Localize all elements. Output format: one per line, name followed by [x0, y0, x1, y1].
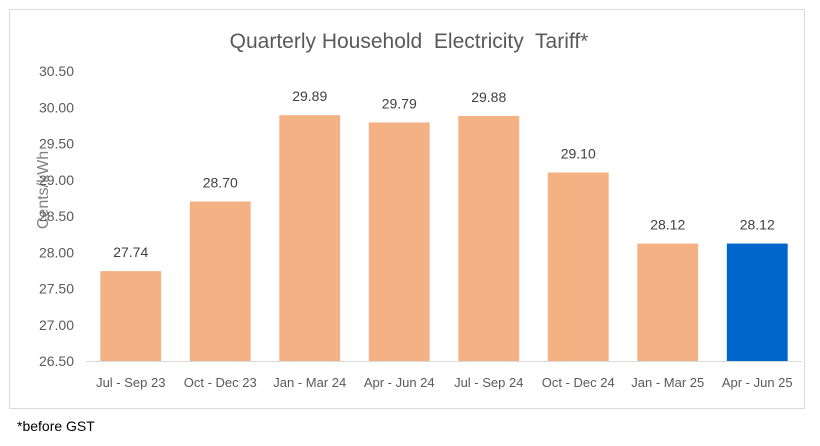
bar — [637, 243, 699, 361]
data-label: 29.89 — [292, 88, 327, 104]
bar — [279, 115, 341, 361]
bar — [726, 243, 788, 361]
x-tick-label: Jul - Sep 24 — [454, 375, 523, 390]
bar — [368, 122, 430, 361]
y-axis-ticks: 26.50 27.00 27.50 28.00 28.50 29.00 29.50 30.00… — [39, 63, 74, 369]
x-tick-label: Oct - Dec 23 — [184, 375, 257, 390]
x-tick-label: Apr - Jun 24 — [364, 375, 435, 390]
x-tick-label: Jan - Mar 25 — [631, 375, 704, 390]
y-tick-label: 28.00 — [39, 244, 74, 260]
data-label: 28.70 — [203, 175, 238, 191]
data-labels: 27.74 28.70 29.89 29.79 29.88 29.10 28.12 28.12 — [113, 88, 775, 260]
data-label: 27.74 — [113, 244, 148, 260]
y-axis-label: Cents/kWh — [35, 151, 52, 229]
bar — [189, 201, 251, 361]
bar — [547, 172, 609, 361]
chart-title: Quarterly Household Electricity Tariff* — [230, 30, 589, 53]
x-tick-label: Apr - Jun 25 — [722, 375, 793, 390]
bar — [458, 115, 520, 361]
footnote: *before GST — [17, 418, 95, 434]
y-tick-label: 29.00 — [39, 172, 74, 188]
data-label: 28.12 — [650, 217, 685, 233]
y-tick-label: 28.50 — [39, 208, 74, 224]
y-tick-label: 27.50 — [39, 281, 74, 297]
x-tick-label: Jan - Mar 24 — [273, 375, 346, 390]
x-tick-label: Jul - Sep 23 — [96, 375, 165, 390]
data-label: 29.79 — [382, 95, 417, 111]
x-tick-label: Oct - Dec 24 — [542, 375, 615, 390]
y-tick-label: 27.00 — [39, 317, 74, 333]
y-tick-label: 26.50 — [39, 353, 74, 369]
x-axis-ticks: Jul - Sep 23 Oct - Dec 23 Jan - Mar 24 Apr … — [96, 375, 793, 390]
data-label: 28.12 — [740, 217, 775, 233]
y-tick-label: 30.00 — [39, 99, 74, 115]
y-tick-label: 30.50 — [39, 63, 74, 79]
data-label: 29.88 — [471, 89, 506, 105]
bar — [100, 271, 162, 361]
data-label: 29.10 — [561, 146, 596, 162]
bars — [100, 115, 788, 361]
y-tick-label: 29.50 — [39, 136, 74, 152]
